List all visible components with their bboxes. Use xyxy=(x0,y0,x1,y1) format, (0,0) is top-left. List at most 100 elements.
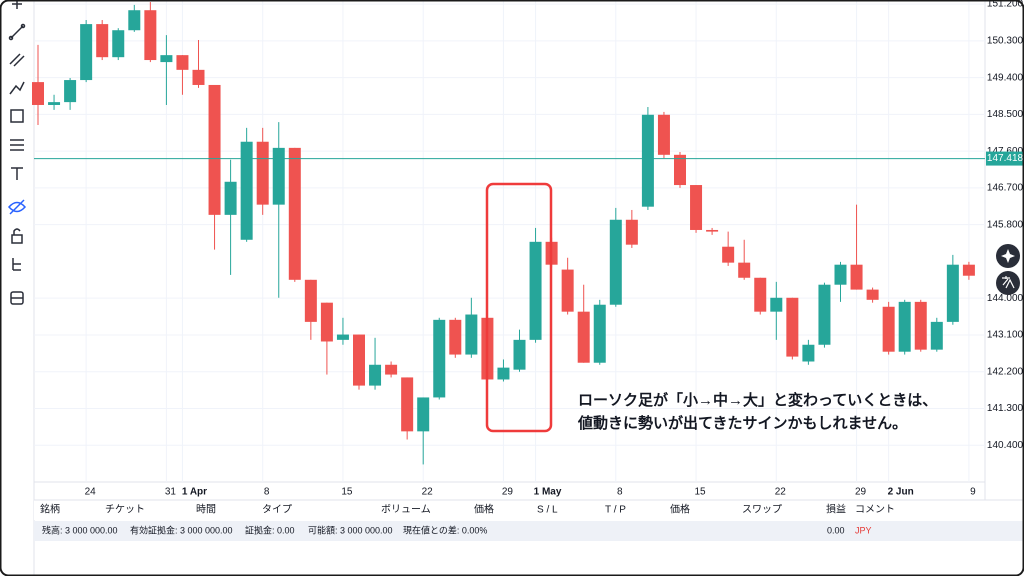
candle-body xyxy=(625,219,638,245)
column-header: コメント xyxy=(855,505,895,516)
column-header: タイプ xyxy=(262,504,292,516)
y-tick-label: 148.500 xyxy=(987,109,1024,120)
account-field: 証拠金: 0.00 xyxy=(245,524,295,535)
column-header: ボリューム xyxy=(381,504,431,516)
candle-body xyxy=(144,10,157,61)
toolbar xyxy=(0,0,35,576)
candle-body xyxy=(80,24,93,81)
candle-body xyxy=(802,344,815,362)
candle-body xyxy=(529,241,542,340)
candle-body xyxy=(738,262,751,278)
x-tick-label: 22 xyxy=(422,487,434,498)
candle-body xyxy=(336,334,349,340)
candle-body xyxy=(690,185,703,230)
candle-body xyxy=(641,114,654,207)
ai-icon xyxy=(1001,249,1015,263)
candle-body xyxy=(369,364,382,386)
x-tick-label: 1 May xyxy=(534,487,562,498)
candle-body xyxy=(754,277,767,312)
tree-tool[interactable] xyxy=(12,258,21,271)
candle-body xyxy=(930,321,943,350)
candle-body xyxy=(449,319,462,355)
candle-body xyxy=(417,397,430,432)
hide-tool[interactable] xyxy=(7,199,27,215)
candle-body xyxy=(561,269,574,312)
shape-tool[interactable] xyxy=(10,109,24,123)
candles xyxy=(32,2,985,465)
column-header: 銘柄 xyxy=(40,503,60,516)
column-header: S / L xyxy=(537,505,558,516)
x-tick-label: 1 Apr xyxy=(182,487,207,498)
candle-body xyxy=(818,284,831,345)
y-tick-label: 149.400 xyxy=(987,72,1024,83)
candle-body xyxy=(128,10,141,31)
lock-tool[interactable] xyxy=(11,228,23,244)
fib-tool[interactable] xyxy=(10,139,24,151)
candle-body xyxy=(866,289,879,300)
x-tick-label: 29 xyxy=(855,487,867,498)
y-tick-label: 140.400 xyxy=(987,440,1024,451)
column-header: 時間 xyxy=(196,504,216,516)
y-tick-label: 144.000 xyxy=(987,293,1024,304)
path-tool[interactable] xyxy=(9,81,25,95)
candle-body xyxy=(674,154,686,186)
x-tick-label: 15 xyxy=(694,487,706,498)
candle-body xyxy=(112,30,125,58)
y-tick-label: 150.300 xyxy=(987,35,1024,46)
account-field: 0.00 xyxy=(827,525,845,535)
account-field: JPY xyxy=(855,525,872,535)
highlight-box xyxy=(485,182,553,433)
y-tick-label: 146.700 xyxy=(987,183,1024,194)
x-tick-label: 2 Jun xyxy=(888,487,914,498)
column-header: チケット xyxy=(105,504,145,516)
candle-body xyxy=(770,297,783,312)
candle-body xyxy=(593,304,606,363)
annotation: ローソク足が「小→中→大」と変わっていくときは、 xyxy=(578,391,937,409)
column-header: スワップ xyxy=(742,504,782,516)
column-header: 価格 xyxy=(474,503,494,516)
panel-header xyxy=(34,500,1024,520)
candle-body xyxy=(433,319,446,398)
candle-body xyxy=(834,264,847,285)
column-header: T / P xyxy=(605,505,626,516)
candle-body xyxy=(64,80,77,103)
candle-body xyxy=(513,339,526,370)
line-tool[interactable] xyxy=(8,23,26,41)
x-tick-label: 24 xyxy=(85,487,97,498)
candle-body xyxy=(657,114,670,155)
x-tick-label: 31 xyxy=(165,487,177,498)
candle-body xyxy=(706,229,719,232)
channel-tool[interactable] xyxy=(9,53,25,67)
account-field: 現在値との差: 0.00% xyxy=(403,524,487,535)
account-field: 残高: 3 000 000.00 xyxy=(42,524,118,535)
candle-body xyxy=(962,264,975,276)
candle-body xyxy=(465,314,478,355)
y-tick-label: 151.200 xyxy=(987,0,1024,10)
candle-body xyxy=(385,364,398,375)
candle-body xyxy=(497,367,510,380)
account-field: 可能額: 3 000 000.00 xyxy=(308,524,393,535)
candle-body xyxy=(609,219,622,305)
candle-body xyxy=(208,84,221,215)
text-tool[interactable] xyxy=(11,167,23,180)
x-tick-label: 22 xyxy=(775,487,787,498)
layers-tool[interactable] xyxy=(10,291,24,305)
y-tick-label: 143.100 xyxy=(987,330,1024,341)
x-tick-label: 15 xyxy=(341,487,353,498)
candle-body xyxy=(914,301,927,350)
labels: 151.200 150.300 149.400 148.500 147.600 146.7… xyxy=(85,0,1024,498)
candle-body xyxy=(577,311,590,363)
candle-body xyxy=(48,102,61,105)
candle-body xyxy=(288,147,301,280)
candle-body xyxy=(240,141,253,240)
annotation: 値動きに勢いが出てきたサインかもしれません。 xyxy=(577,414,907,432)
candle-body xyxy=(32,82,44,105)
candle-body xyxy=(320,302,333,342)
column-header: 損益 xyxy=(826,503,846,516)
candle-body xyxy=(256,141,269,205)
x-tick-label: 29 xyxy=(502,487,514,498)
candle-body xyxy=(272,147,285,205)
candle-body xyxy=(401,377,414,432)
panel: 銘柄 チケット 時間 タイプ ボリューム 価格 S / L T / P 価格 スワップ 損益 コメント… xyxy=(40,503,895,536)
